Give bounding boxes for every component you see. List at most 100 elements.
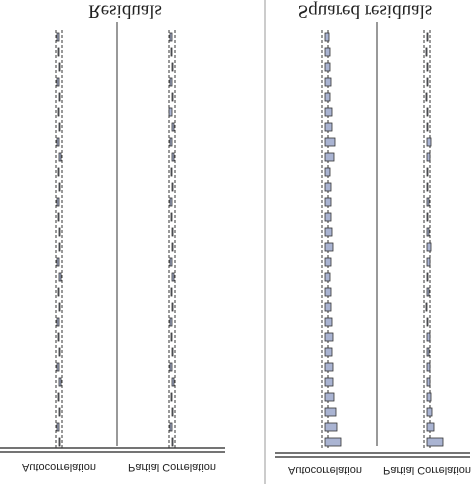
bar	[170, 167, 173, 177]
bar	[426, 392, 432, 402]
bar	[324, 197, 332, 207]
bar	[58, 122, 61, 132]
bar	[169, 422, 173, 432]
column-label: Autocorrelation	[22, 461, 96, 473]
bar	[324, 227, 333, 237]
bar	[58, 182, 61, 192]
bar	[426, 227, 430, 237]
bar	[169, 257, 173, 267]
bar	[426, 77, 429, 87]
panel-title: Squared residuals	[298, 1, 433, 22]
bar	[426, 107, 429, 117]
bar	[426, 317, 429, 327]
bar	[57, 167, 60, 177]
bar	[324, 152, 335, 162]
bar	[425, 47, 428, 57]
bar	[324, 47, 331, 57]
bar	[169, 137, 173, 147]
bar	[57, 47, 60, 57]
bar	[57, 332, 60, 342]
bar	[56, 77, 60, 87]
bar	[56, 197, 60, 207]
bar	[324, 167, 331, 177]
column-label: Partial Correlation	[383, 464, 471, 476]
bar	[324, 362, 334, 372]
bar	[324, 92, 331, 102]
bar	[426, 272, 429, 282]
bar	[324, 422, 338, 432]
bar	[56, 257, 60, 267]
bar	[426, 197, 430, 207]
bar	[56, 362, 60, 372]
bar	[58, 62, 61, 72]
bar	[170, 332, 173, 342]
bar	[170, 47, 173, 57]
bar	[426, 362, 431, 372]
bar	[169, 197, 173, 207]
bar	[324, 257, 332, 267]
bar	[324, 62, 331, 72]
bar	[58, 347, 61, 357]
bar	[171, 92, 174, 102]
bar	[171, 347, 174, 357]
bar	[57, 287, 60, 297]
bar	[171, 122, 175, 132]
bar	[171, 182, 174, 192]
bar	[171, 62, 174, 72]
bar	[426, 332, 431, 342]
bar	[170, 392, 173, 402]
bar	[57, 212, 60, 222]
bar	[324, 287, 332, 297]
bar	[324, 107, 333, 117]
bar	[426, 182, 429, 192]
bar	[324, 437, 342, 447]
bar	[170, 212, 173, 222]
column-label: Partial Correlation	[128, 461, 216, 473]
bar	[426, 407, 433, 417]
bar	[171, 152, 175, 162]
bar	[426, 122, 429, 132]
bar	[171, 227, 174, 237]
bar	[324, 32, 330, 42]
bar	[426, 137, 432, 147]
bar	[324, 182, 332, 192]
bar	[324, 212, 332, 222]
bar	[171, 437, 174, 447]
bar	[324, 302, 332, 312]
bar	[58, 242, 61, 252]
bar	[426, 242, 432, 252]
bar	[58, 377, 62, 387]
bar	[56, 422, 60, 432]
bar	[324, 272, 331, 282]
bar	[324, 407, 337, 417]
bar	[426, 437, 444, 447]
bar	[324, 347, 333, 357]
bar	[58, 227, 61, 237]
bar	[171, 377, 175, 387]
bar	[169, 77, 173, 87]
bar	[425, 92, 428, 102]
bar	[426, 287, 430, 297]
bar	[58, 152, 62, 162]
bar	[324, 77, 332, 87]
bar	[171, 242, 174, 252]
bar	[426, 212, 429, 222]
bar	[169, 32, 173, 42]
bar	[58, 272, 62, 282]
bar	[324, 317, 333, 327]
bar	[171, 302, 174, 312]
bar	[171, 272, 175, 282]
bar	[57, 107, 60, 117]
bar	[426, 152, 431, 162]
bar	[426, 32, 429, 42]
bar	[57, 392, 60, 402]
bar	[58, 437, 61, 447]
bar	[324, 392, 335, 402]
bar	[425, 302, 428, 312]
bar	[170, 287, 173, 297]
bar	[426, 62, 429, 72]
bar	[56, 317, 60, 327]
bar	[324, 377, 334, 387]
bar	[426, 422, 435, 432]
